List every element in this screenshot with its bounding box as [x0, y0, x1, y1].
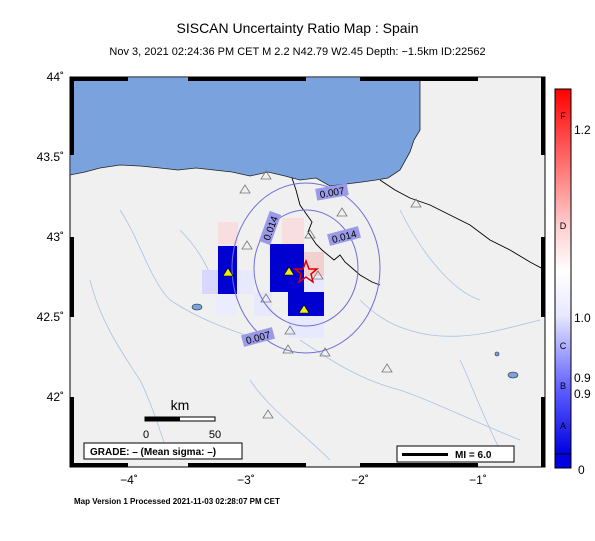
scale-bar: km 0 50	[143, 397, 221, 441]
grade-letter-a: A	[560, 421, 566, 431]
lat-tick-label: 43.5˚	[37, 150, 64, 164]
border-line	[291, 177, 381, 286]
mi-box: MI = 6.0	[396, 445, 515, 463]
colorbar-letters: F D C B A	[560, 111, 567, 431]
lat-tick-label: 42˚	[47, 390, 64, 404]
scale-unit: km	[171, 397, 190, 413]
colorbar-values: 1.2 1.0 0.9 0.9 0	[574, 123, 591, 477]
contour-labels: 0.007 0.014 0.014 0.007	[240, 183, 362, 347]
station-triangles	[239, 170, 422, 419]
colorbar-value: 0	[578, 463, 585, 477]
station-triangles-active	[222, 266, 310, 314]
colorbar-value: 1.2	[574, 123, 591, 137]
grade-box: GRADE: – (Mean sigma: –)	[83, 442, 243, 460]
epicenter-star-icon	[292, 258, 320, 284]
frame-ticks	[70, 77, 545, 467]
latitude-labels: 44˚ 43.5˚ 43˚ 42.5˚ 42˚	[37, 70, 64, 404]
lon-tick-label: −1˚	[469, 473, 487, 487]
colorbar-value: 1.0	[574, 311, 591, 325]
contour-lines	[231, 182, 381, 354]
map-title: SISCAN Uncertainty Ratio Map : Spain	[176, 20, 419, 36]
map-footer: Map Version 1 Processed 2021-11-03 02:28…	[74, 497, 280, 506]
grade-letter-f: F	[560, 111, 566, 121]
colorbar-value: 0.9	[574, 371, 591, 385]
sea-bay-of-biscay	[70, 77, 421, 187]
lat-tick-label: 43˚	[47, 230, 64, 244]
grade-letter-c: C	[560, 341, 567, 351]
map-area: 0.007 0.014 0.014 0.007	[69, 76, 546, 468]
grade-letter-d: D	[560, 221, 567, 231]
lon-tick-label: −3˚	[237, 473, 255, 487]
grade-letter-b: B	[560, 381, 566, 391]
colorbar: F D C B A 1.2 1.0 0.9 0.9 0	[554, 88, 591, 477]
event-subtitle: Nov 3, 2021 02:24:36 PM CET M 2.2 N42.79…	[109, 46, 486, 58]
lat-tick-label: 42.5˚	[37, 310, 64, 324]
mi-text: MI = 6.0	[455, 450, 492, 461]
border-line-east	[379, 179, 545, 271]
scale-right-label: 50	[209, 429, 221, 441]
lon-tick-label: −4˚	[120, 473, 138, 487]
scale-left-label: 0	[143, 429, 149, 441]
lat-tick-label: 44˚	[47, 70, 64, 84]
grade-text: GRADE: – (Mean sigma: –)	[90, 447, 216, 458]
rivers	[89, 209, 541, 461]
longitude-labels: −4˚ −3˚ −2˚ −1˚	[120, 473, 487, 487]
colorbar-value: 0.9	[574, 387, 591, 401]
lon-tick-label: −2˚	[351, 473, 369, 487]
contour-label: 0.007	[319, 186, 346, 201]
